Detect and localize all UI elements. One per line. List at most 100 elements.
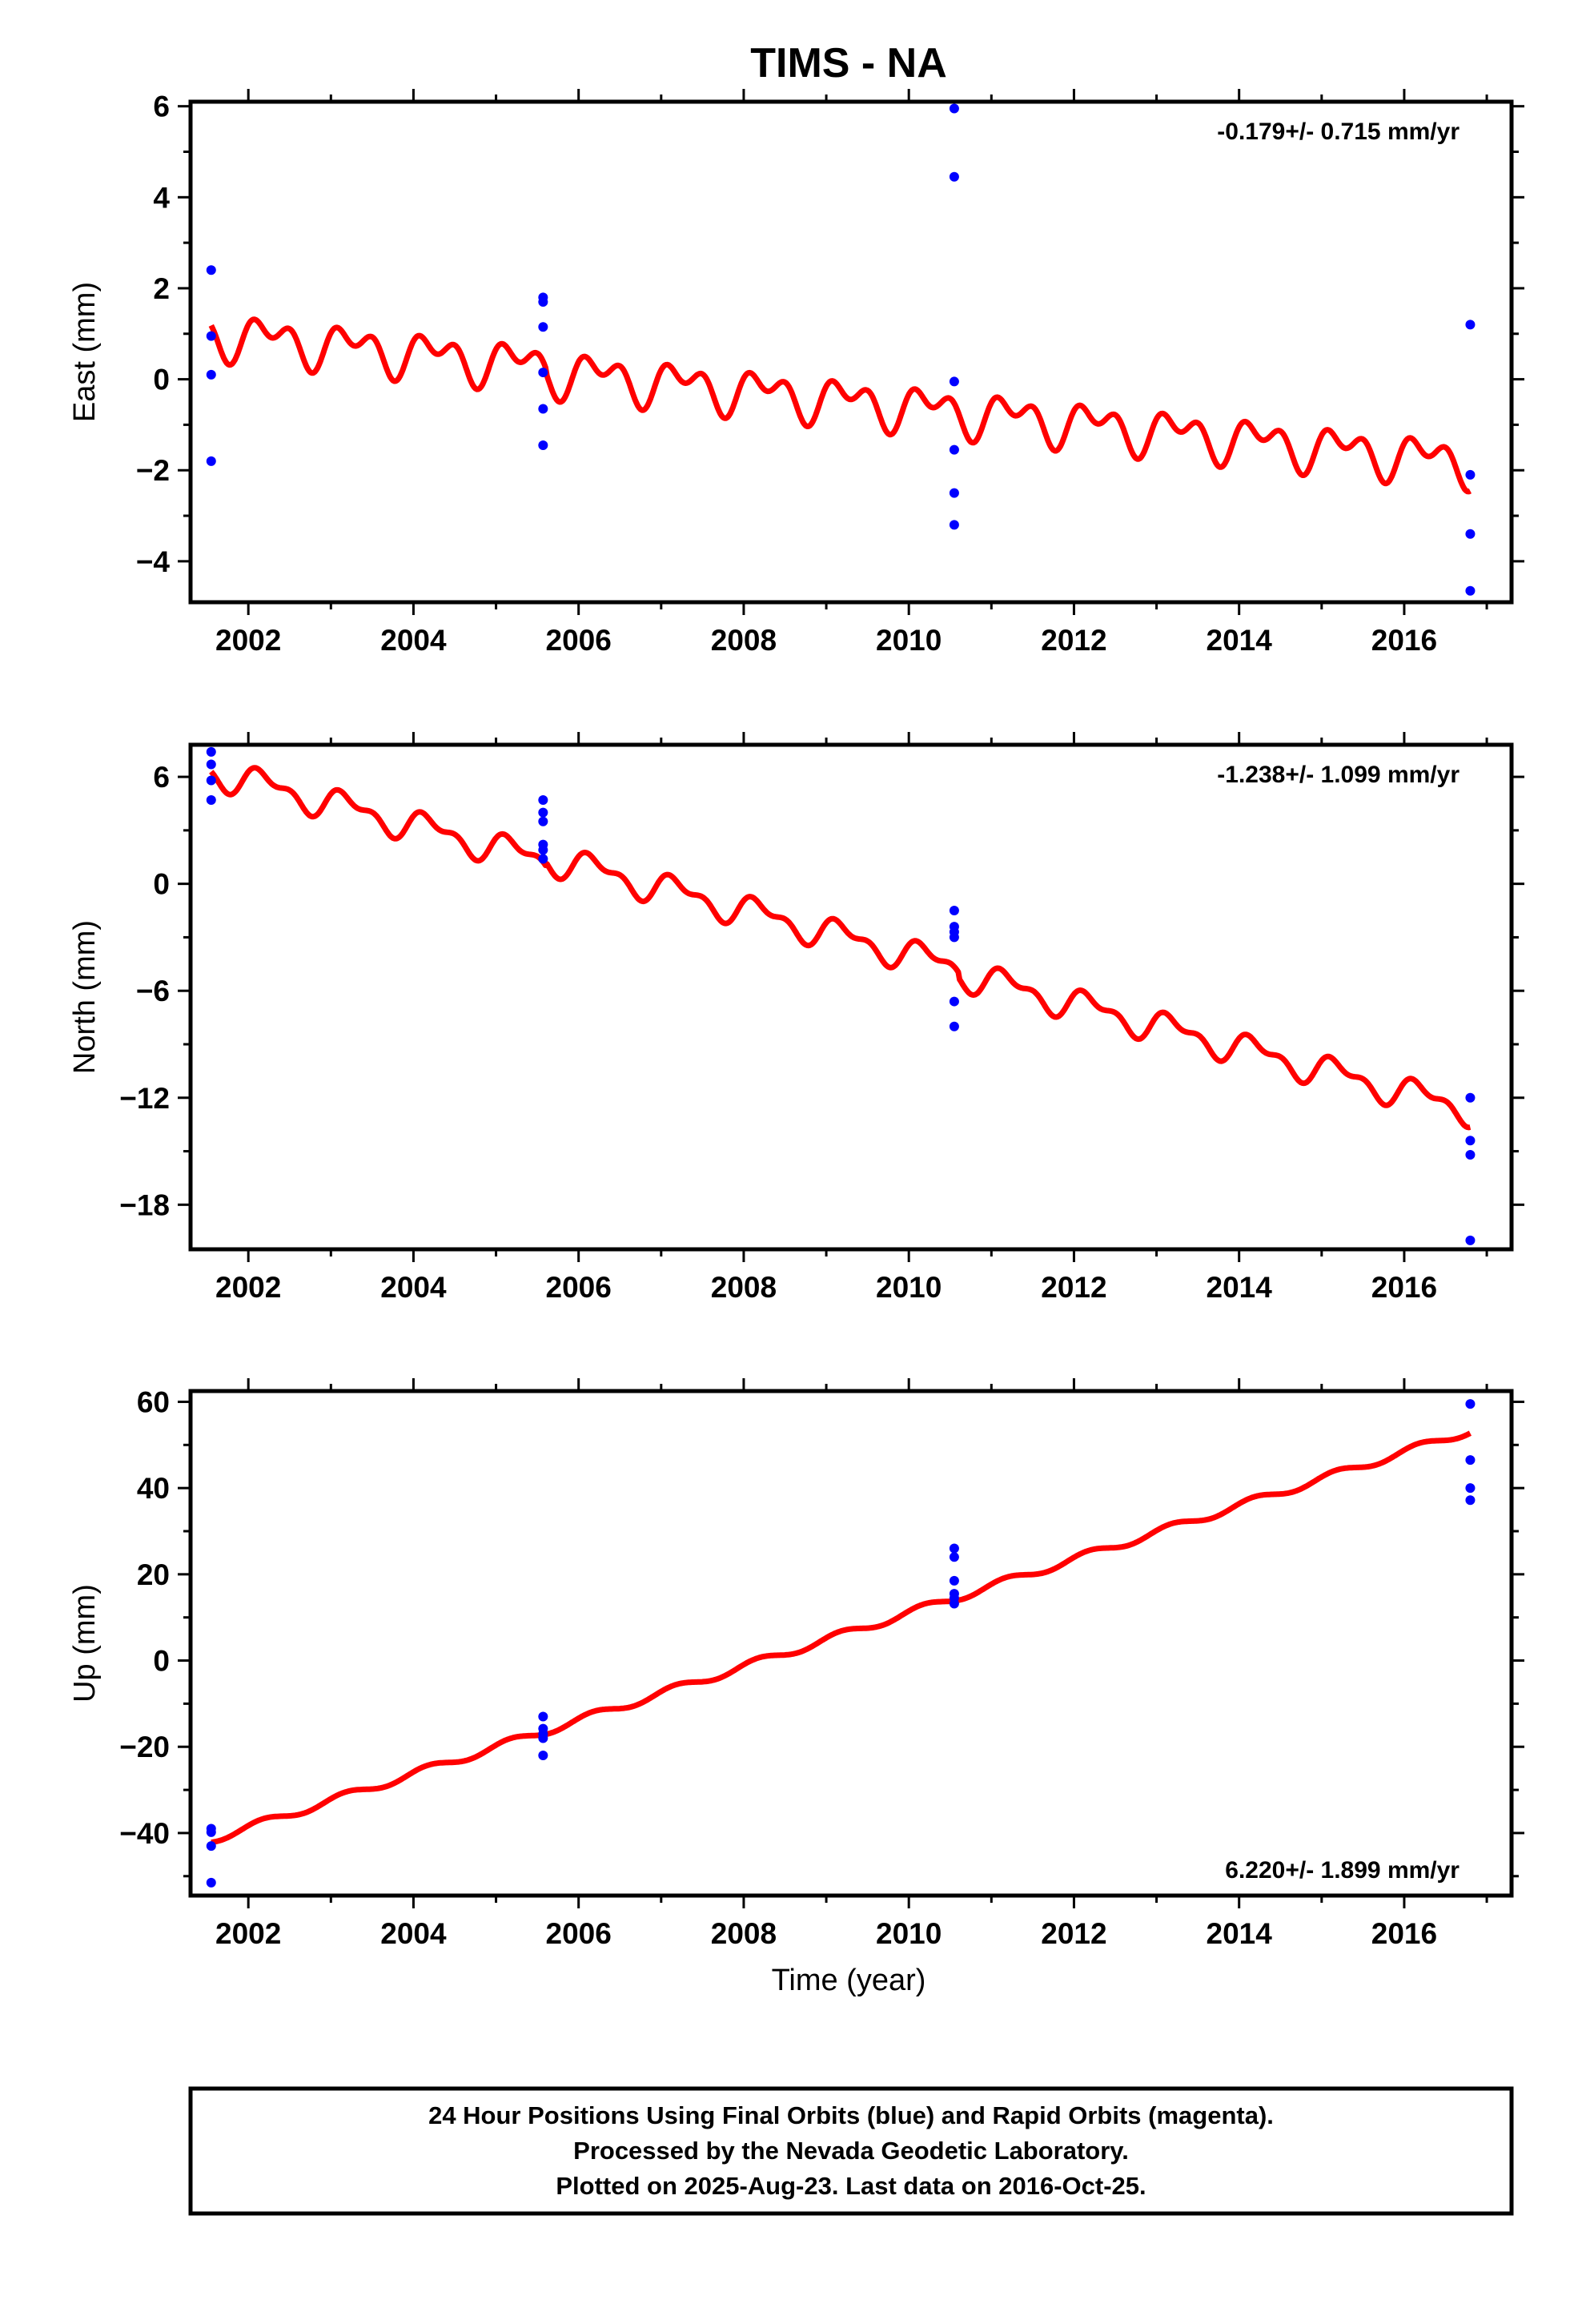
footer-line-3: Plotted on 2025-Aug-23. Last data on 201… <box>556 2172 1146 2200</box>
observation-point <box>206 759 216 770</box>
x-tick-label: 2012 <box>1041 624 1106 657</box>
panel-east-frame <box>188 99 1514 605</box>
observation-point <box>538 1751 548 1760</box>
footer-line-1: 24 Hour Positions Using Final Orbits (bl… <box>428 2101 1274 2129</box>
observation-point <box>949 1552 959 1562</box>
model-fit-curve-up <box>210 1430 1472 1845</box>
observation-point <box>949 1575 959 1586</box>
y-axis-label-east: East (mm) <box>68 282 102 422</box>
observation-point <box>206 331 216 341</box>
y-axis-label-up: Up (mm) <box>68 1584 102 1703</box>
y-tick-label: −40 <box>119 1817 170 1850</box>
x-tick-label: 2002 <box>215 1271 281 1304</box>
y-tick-label: −2 <box>136 454 170 487</box>
x-tick-label: 2002 <box>215 1917 281 1950</box>
observation-point <box>1465 1150 1476 1160</box>
x-tick-label: 2006 <box>546 1917 612 1950</box>
y-tick-label: −6 <box>136 975 170 1007</box>
panel-east: 2002 2004 2006 2008 2010 2012 2014 2016 −4 −2 0 2 4 6… <box>68 89 1524 657</box>
x-tick-label: 2008 <box>711 1271 777 1304</box>
observation-point <box>206 795 216 806</box>
x-tick-label: 2014 <box>1207 1917 1273 1950</box>
observation-point <box>206 1841 216 1852</box>
observation-point <box>1465 585 1476 596</box>
observation-point <box>538 854 548 864</box>
x-tick-label: 2004 <box>380 1271 447 1304</box>
observation-point <box>949 444 959 455</box>
observation-point <box>1465 529 1476 539</box>
x-tick-label: 2006 <box>546 624 612 657</box>
y-tick-label: 60 <box>137 1385 170 1418</box>
y-tick-label: −18 <box>119 1188 170 1221</box>
observation-point <box>1465 320 1476 330</box>
x-tick-label: 2004 <box>380 1917 447 1950</box>
x-tick-label: 2004 <box>380 624 447 657</box>
observation-point <box>949 171 959 182</box>
velocity-label-north: -1.238+/- 1.099 mm/yr <box>1217 762 1460 788</box>
observation-point <box>538 816 548 826</box>
observation-point <box>206 456 216 466</box>
observation-point <box>1465 1455 1476 1466</box>
panel-east-marks <box>206 103 1476 596</box>
x-tick-label: 2012 <box>1041 1917 1106 1950</box>
observation-point <box>206 746 216 757</box>
observation-point <box>206 1827 216 1837</box>
observation-point <box>949 376 959 387</box>
y-tick-label: 0 <box>153 868 170 901</box>
chart-title: TIMS - NA <box>750 40 947 86</box>
observation-point <box>1465 1399 1476 1409</box>
y-tick-label: 6 <box>153 90 170 123</box>
y-tick-label: −20 <box>119 1731 170 1763</box>
panels: 2002 2004 2006 2008 2010 2012 2014 2016−4−20246… <box>68 89 1524 1950</box>
observation-point <box>538 807 548 818</box>
observation-point <box>949 996 959 1007</box>
y-tick-label: 20 <box>137 1558 170 1591</box>
panel-north-marks <box>206 746 1476 1245</box>
observation-point <box>949 932 959 943</box>
observation-point <box>1465 469 1476 480</box>
observation-point <box>1465 1235 1476 1245</box>
observation-point <box>949 906 959 916</box>
x-axis-label: Time (year) <box>772 1964 926 1997</box>
x-tick-label: 2002 <box>215 624 281 657</box>
observation-point <box>538 297 548 307</box>
x-tick-label: 2014 <box>1207 624 1273 657</box>
observation-point <box>1465 1092 1476 1103</box>
y-tick-label: −12 <box>119 1082 170 1115</box>
panel-up: 2002 2004 2006 2008 2010 2012 2014 2016 −40 −20 0 2… <box>68 1378 1524 1950</box>
velocity-label-east: -0.179+/- 0.715 mm/yr <box>1217 119 1460 145</box>
x-tick-label: 2010 <box>876 1917 942 1950</box>
observation-point <box>949 103 959 114</box>
observation-point <box>538 795 548 806</box>
observation-point <box>206 775 216 786</box>
observation-point <box>538 1733 548 1743</box>
y-tick-label: 4 <box>153 181 170 214</box>
y-tick-label: 2 <box>153 272 170 305</box>
x-tick-label: 2016 <box>1371 1917 1437 1950</box>
x-tick-label: 2008 <box>711 624 777 657</box>
velocity-label-up: 6.220+/- 1.899 mm/yr <box>1225 1857 1460 1884</box>
y-tick-label: 0 <box>153 1645 170 1678</box>
observation-point <box>206 369 216 380</box>
observation-point <box>538 322 548 332</box>
x-tick-label: 2016 <box>1371 624 1437 657</box>
observation-point <box>1465 1495 1476 1506</box>
observation-point <box>538 404 548 414</box>
y-tick-label: −4 <box>136 545 171 578</box>
x-tick-label: 2006 <box>546 1271 612 1304</box>
footer-line-2: Processed by the Nevada Geodetic Laborat… <box>573 2137 1129 2165</box>
observation-point <box>949 520 959 530</box>
panel-north: 2002 2004 2006 2008 2010 2012 2014 2016 −18 −12 −6… <box>68 732 1524 1304</box>
observation-point <box>949 488 959 498</box>
panel-up-marks <box>206 1399 1476 1888</box>
x-tick-label: 2010 <box>876 624 942 657</box>
observation-point <box>206 265 216 275</box>
observation-point <box>538 845 548 855</box>
y-tick-label: 40 <box>137 1472 170 1505</box>
observation-point <box>206 1877 216 1888</box>
panel-north-frame <box>188 742 1514 1252</box>
y-tick-label: 0 <box>153 364 170 396</box>
model-fit-curve-north <box>209 765 1472 1131</box>
x-tick-label: 2008 <box>711 1917 777 1950</box>
